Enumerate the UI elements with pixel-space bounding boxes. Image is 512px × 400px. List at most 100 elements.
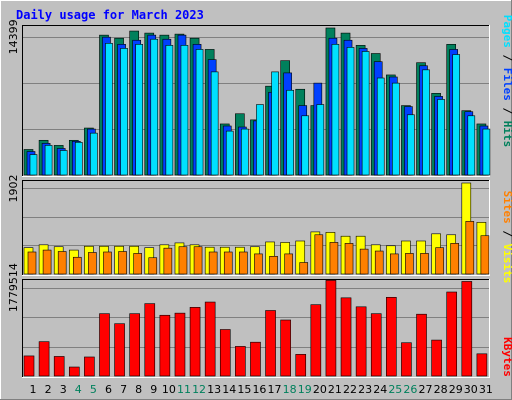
bar-sites-day-20 [314, 234, 324, 275]
bar-sites-day-23 [359, 248, 369, 275]
bar-sites-day-27 [420, 253, 429, 275]
bar-kbytes-day-11 [174, 312, 186, 377]
x-label-day-19: 19 [298, 383, 312, 396]
bar-pages-day-26 [407, 114, 415, 176]
legend-entry: Sites [501, 191, 512, 224]
bar-sites-day-2 [42, 249, 52, 275]
bar-kbytes-day-22 [340, 297, 352, 377]
x-label-day-15: 15 [237, 383, 251, 396]
legend-entry: Hits [501, 121, 512, 148]
bar-kbytes-day-6 [99, 313, 110, 377]
bar-kbytes-day-27 [416, 313, 427, 377]
bar-pages-day-6 [105, 43, 113, 176]
x-label-day-3: 3 [60, 383, 67, 396]
bar-pages-day-1 [29, 154, 38, 176]
bar-pages-day-14 [225, 130, 234, 176]
bar-kbytes-day-7 [114, 323, 125, 377]
bar-sites-day-28 [435, 247, 444, 275]
bar-pages-day-4 [74, 142, 83, 176]
legend-entry: / [501, 101, 512, 121]
x-label-day-10: 10 [162, 383, 176, 396]
bar-kbytes-day-31 [476, 353, 488, 377]
x-label-day-22: 22 [343, 383, 357, 396]
bar-pages-day-15 [241, 128, 249, 176]
bar-kbytes-day-21 [325, 280, 337, 377]
bar-sites-day-15 [239, 251, 248, 275]
x-label-day-13: 13 [207, 383, 221, 396]
legend-kbytes: KBytes [501, 337, 512, 377]
legend-entry: KBytes [501, 337, 512, 377]
x-label-day-16: 16 [252, 383, 266, 396]
legend-sites-visits: Sites / Visits [501, 191, 512, 284]
x-label-day-9: 9 [150, 383, 157, 396]
bar-pages-day-29 [452, 54, 461, 176]
bar-sites-day-22 [344, 243, 354, 275]
bar-kbytes-day-3 [53, 356, 65, 377]
bar-sites-day-21 [329, 242, 339, 275]
x-label-day-18: 18 [283, 383, 297, 396]
bar-sites-day-24 [374, 250, 384, 275]
legend-entry: / [501, 224, 512, 244]
bar-sites-day-5 [88, 252, 97, 275]
bar-kbytes-day-24 [370, 313, 382, 377]
bar-kbytes-day-16 [250, 341, 261, 377]
bar-sites-day-17 [269, 255, 278, 275]
bar-sites-day-1 [27, 251, 37, 275]
bar-kbytes-day-28 [431, 339, 442, 377]
bar-pages-day-27 [422, 69, 430, 176]
bar-kbytes-day-23 [355, 306, 367, 377]
chart-title: Daily usage for March 2023 [16, 8, 204, 22]
bar-sites-day-16 [254, 253, 263, 275]
bar-kbytes-day-26 [401, 342, 412, 377]
bar-pages-day-24 [376, 77, 385, 176]
x-label-day-5: 5 [90, 383, 97, 396]
y-max-label: 14399 [7, 19, 20, 54]
x-label-day-29: 29 [449, 383, 463, 396]
x-label-day-1: 1 [30, 383, 37, 396]
bar-sites-day-8 [133, 253, 142, 275]
bar-pages-day-20 [316, 104, 325, 176]
bar-pages-day-19 [301, 115, 310, 176]
legend-pages-files-hits: Pages / Files / Hits [501, 15, 512, 148]
legend-entry: Pages [501, 15, 512, 48]
bar-pages-day-12 [195, 49, 204, 176]
bar-pages-day-13 [210, 71, 219, 176]
bar-pages-day-28 [437, 99, 445, 176]
y-max-label: 1902 [7, 174, 20, 202]
bar-pages-day-18 [286, 89, 294, 176]
bar-sites-day-13 [208, 251, 218, 275]
bar-kbytes-day-19 [295, 354, 307, 377]
legend-entry: / [501, 48, 512, 68]
bar-kbytes-day-17 [265, 310, 276, 377]
bar-sites-day-9 [148, 257, 158, 275]
bar-pages-day-30 [467, 115, 476, 176]
bar-kbytes-day-29 [446, 291, 458, 377]
bar-kbytes-day-30 [461, 281, 473, 377]
x-label-day-20: 20 [313, 383, 327, 396]
x-label-day-24: 24 [373, 383, 387, 396]
bar-sites-day-18 [284, 253, 293, 275]
bar-kbytes-day-5 [84, 356, 95, 377]
bar-pages-day-7 [120, 48, 128, 176]
bar-pages-day-9 [150, 38, 159, 176]
bar-pages-day-2 [44, 145, 53, 176]
bar-kbytes-day-1 [23, 355, 35, 377]
bar-pages-day-3 [59, 150, 68, 176]
bar-kbytes-day-20 [310, 304, 322, 377]
bar-kbytes-day-18 [280, 319, 291, 377]
x-label-day-17: 17 [268, 383, 282, 396]
x-label-day-25: 25 [388, 383, 402, 396]
bar-pages-day-23 [361, 51, 370, 176]
bar-pages-day-17 [271, 71, 279, 176]
bar-kbytes-day-4 [68, 366, 80, 377]
bar-sites-day-29 [450, 243, 460, 275]
x-label-day-6: 6 [105, 383, 112, 396]
bar-pages-day-5 [90, 132, 98, 176]
x-label-day-23: 23 [358, 383, 372, 396]
legend-entry: Files [501, 68, 512, 101]
bar-pages-day-10 [165, 45, 174, 176]
x-label-day-12: 12 [192, 383, 206, 396]
bar-pages-day-25 [392, 82, 400, 176]
bar-sites-day-4 [72, 256, 82, 275]
